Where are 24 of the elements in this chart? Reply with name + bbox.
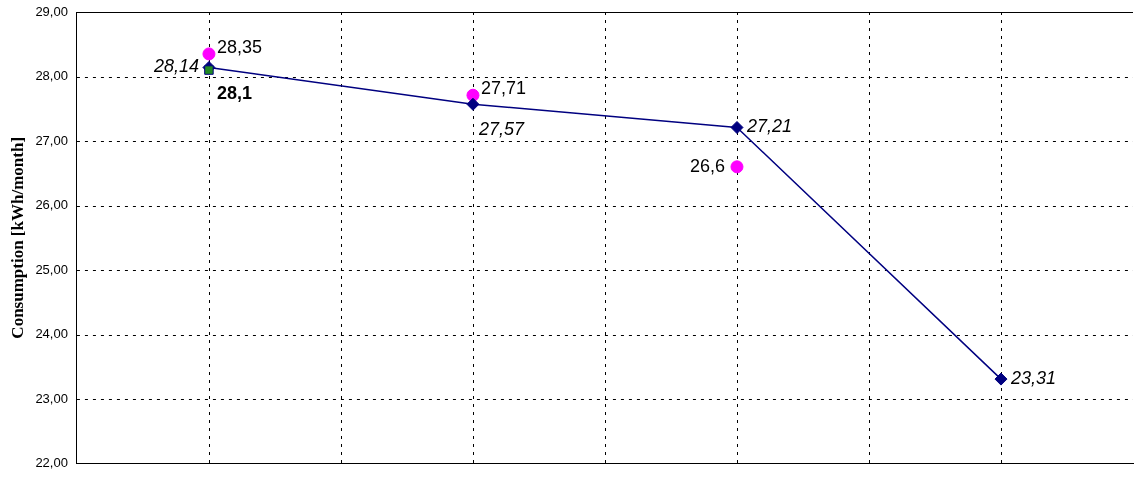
y-tick-label: 25,00 bbox=[35, 261, 68, 277]
point bbox=[730, 160, 744, 174]
data-label: 27,57 bbox=[477, 119, 525, 140]
y-axis-title: Consumption [kWh/month] bbox=[7, 136, 27, 339]
y-tick-label: 29,00 bbox=[35, 3, 68, 19]
point bbox=[466, 97, 480, 111]
point bbox=[202, 47, 216, 61]
point bbox=[994, 372, 1008, 386]
data-label: 27,71 bbox=[480, 78, 526, 99]
y-tick-label: 23,00 bbox=[35, 390, 68, 406]
y-tick-label: 24,00 bbox=[35, 326, 68, 342]
data-label: 26,6 bbox=[689, 155, 725, 176]
point bbox=[730, 120, 744, 134]
data-label: 23,31 bbox=[1009, 368, 1057, 389]
point bbox=[204, 65, 214, 75]
y-tick-label: 28,00 bbox=[35, 68, 68, 84]
data-label: 28,35 bbox=[216, 36, 262, 57]
data-label: 28,14 bbox=[152, 56, 199, 77]
y-tick-label: 26,00 bbox=[35, 197, 68, 213]
y-tick-label: 27,00 bbox=[35, 132, 68, 148]
data-label: 27,21 bbox=[745, 116, 793, 137]
point bbox=[466, 88, 480, 102]
data-label: 28,1 bbox=[216, 83, 252, 104]
y-tick-label: 22,00 bbox=[35, 455, 68, 471]
